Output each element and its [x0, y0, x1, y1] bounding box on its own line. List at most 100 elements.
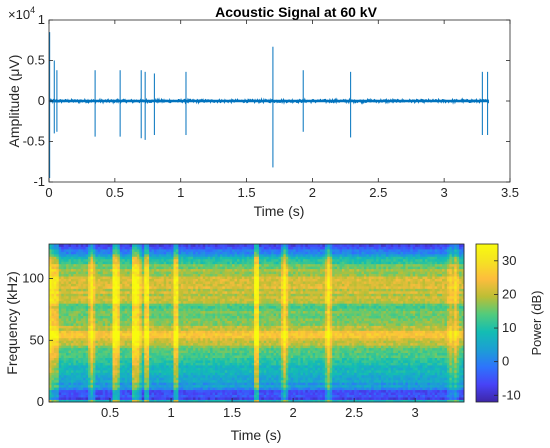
- spectrogram-cell: [222, 367, 226, 371]
- spectrogram-cell: [258, 352, 262, 356]
- spectrogram-cell: [461, 374, 465, 378]
- spectrogram-cell: [180, 330, 184, 334]
- spectrogram-cell: [202, 397, 206, 400]
- spectrogram-cell: [334, 357, 338, 361]
- spectrogram-cell: [405, 340, 409, 344]
- spectrogram-cell: [173, 355, 177, 358]
- spectrogram-cell: [459, 355, 462, 358]
- spectrogram-cell: [310, 345, 314, 349]
- spectrogram-cell: [105, 367, 108, 371]
- spectrogram-cell: [388, 330, 392, 334]
- spectrogram-cell: [49, 360, 52, 363]
- spectrogram-cell: [185, 387, 189, 391]
- spectrogram-cell: [136, 369, 140, 373]
- spectrogram-cell: [437, 347, 440, 351]
- spectrogram-cell: [407, 379, 411, 383]
- spectrogram-cell: [337, 332, 340, 336]
- spectrogram-cell: [337, 352, 340, 356]
- spectrogram-cell: [451, 352, 455, 356]
- spectrogram-cell: [381, 389, 384, 393]
- spectrogram-cell: [163, 364, 167, 368]
- spectrogram-cell: [222, 335, 226, 339]
- spectrogram-cell: [315, 342, 318, 346]
- spectrogram-cell: [66, 362, 69, 366]
- spectrogram-cell: [51, 350, 55, 354]
- spectrogram-cell: [310, 379, 314, 383]
- spectrogram-cell: [434, 379, 438, 383]
- spectrogram-cell: [97, 360, 101, 363]
- spectrogram-cell: [100, 357, 104, 361]
- spectrogram-cell: [151, 355, 155, 358]
- spectrogram-cell: [195, 394, 199, 398]
- spectrogram-cell: [105, 350, 108, 354]
- spectrogram-cell: [317, 384, 321, 388]
- spectrogram-cell: [168, 377, 172, 381]
- spectrogram-cell: [273, 345, 277, 349]
- spectrogram-cell: [51, 364, 55, 368]
- spectrogram-cell: [346, 394, 350, 398]
- spectrogram-cell: [442, 399, 445, 403]
- spectrogram-cell: [73, 352, 77, 356]
- spectrogram-cell: [332, 350, 336, 354]
- spectrogram-cell: [437, 389, 440, 393]
- spectrogram-cell: [373, 369, 377, 373]
- spectrogram-cell: [222, 337, 226, 341]
- spectrogram-cell: [127, 392, 130, 395]
- spectrogram-cell: [124, 367, 128, 371]
- spectrogram-cell: [146, 387, 150, 391]
- spectrogram-cell: [317, 387, 321, 391]
- spectrogram-cell: [246, 384, 250, 388]
- spectrogram-cell: [288, 355, 292, 358]
- spectrogram-cell: [302, 340, 306, 344]
- spectrogram-cell: [132, 355, 135, 358]
- spectrogram-cell: [327, 394, 331, 398]
- spectrogram-cell: [158, 399, 162, 403]
- spectrogram-cell: [58, 392, 62, 395]
- spectrogram-cell: [127, 357, 130, 361]
- spectrogram-cell: [420, 392, 423, 395]
- spectrogram-cell: [324, 379, 328, 383]
- spectrogram-cell: [398, 337, 401, 341]
- spectrogram-cell: [222, 357, 226, 361]
- spectrogram-cell: [210, 392, 213, 395]
- spectrogram-cell: [78, 382, 82, 386]
- spectrogram-cell: [415, 342, 419, 346]
- spectrogram-cell: [112, 335, 116, 339]
- spectrogram-cell: [344, 384, 348, 388]
- spectrogram-cell: [112, 362, 116, 366]
- spectrogram-cell: [136, 364, 140, 368]
- spectrogram-cell: [180, 382, 184, 386]
- spectrogram-cell: [273, 352, 277, 356]
- spectrogram-cell: [183, 355, 187, 358]
- spectrogram-cell: [234, 394, 238, 398]
- spectrogram-cell: [400, 340, 404, 344]
- spectrogram-cell: [195, 360, 199, 363]
- spectrogram-cell: [442, 350, 445, 354]
- spectrogram-cell: [378, 394, 382, 398]
- spectrogram-cell: [341, 387, 345, 391]
- spectrogram-cell: [334, 355, 338, 358]
- spectrogram-cell: [175, 394, 179, 398]
- spectrogram-cell: [363, 382, 367, 386]
- spectrogram-cell: [417, 330, 421, 334]
- spectrogram-cell: [229, 335, 233, 339]
- spectrogram-cell: [254, 389, 257, 393]
- spectrogram-cell: [183, 352, 187, 356]
- spectrogram-cell: [219, 364, 223, 368]
- spectrogram-cell: [341, 352, 345, 356]
- spectrogram-cell: [271, 397, 274, 400]
- spectrogram-cell: [334, 345, 338, 349]
- spectrogram-cell: [258, 350, 262, 354]
- spectrogram-cell: [212, 392, 216, 395]
- spectrogram-cell: [49, 335, 52, 339]
- spectrogram-cell: [307, 352, 311, 356]
- spectrogram-cell: [422, 387, 426, 391]
- spectrogram-cell: [80, 340, 84, 344]
- spectrogram-cell: [329, 345, 333, 349]
- spectrogram-cell: [124, 345, 128, 349]
- spectrogram-cell: [244, 357, 248, 361]
- spectrogram-cell: [183, 374, 187, 378]
- spectrogram-cell: [146, 355, 150, 358]
- spectrogram-cell: [359, 330, 362, 334]
- spectrogram-cell: [107, 342, 111, 346]
